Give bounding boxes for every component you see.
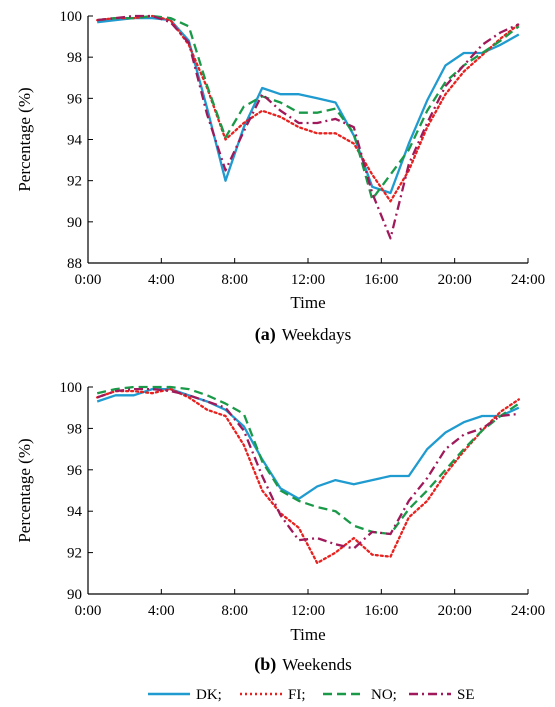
x-tick-label: 24:00 <box>511 603 545 619</box>
y-tick-label: 96 <box>67 91 83 107</box>
x-tick-label: 0:00 <box>75 603 102 619</box>
series-line-dk <box>96 387 520 500</box>
x-tick-label: 20:00 <box>438 603 472 619</box>
y-axis-label: Percentage (%) <box>15 87 34 191</box>
y-tick-label: 90 <box>67 215 82 231</box>
y-tick-label: 92 <box>67 174 82 190</box>
series-line-fi <box>96 387 520 565</box>
x-tick-label: 0:00 <box>75 272 102 288</box>
x-tick-label: 4:00 <box>148 272 175 288</box>
series-line-se <box>96 387 519 550</box>
series-line-fi <box>96 14 520 203</box>
legend-label-no: NO; <box>371 687 397 703</box>
chart-weekends: 90 92 94 96 98 100 0:00 4:00 8:00 12:00 16:00 20:00… <box>15 380 545 675</box>
x-axis-label: Time <box>290 293 325 312</box>
x-tick-label: 24:00 <box>511 272 545 288</box>
x-tick-label: 8:00 <box>221 272 248 288</box>
y-tick-label: 100 <box>60 380 83 396</box>
y-tick-label: 98 <box>67 50 82 66</box>
y-axis-label: Percentage (%) <box>15 438 34 542</box>
y-tick-label: 88 <box>67 256 82 272</box>
legend: DK; FI; NO; SE <box>148 687 475 703</box>
legend-label-fi: FI; <box>288 687 306 703</box>
x-tick-label: 16:00 <box>364 272 398 288</box>
x-tick-label: 8:00 <box>221 603 248 619</box>
series-line-dk <box>97 16 520 195</box>
chart-weekdays: 88 90 92 94 96 98 100 0:00 4:00 8:00 12:00 16:00 20:… <box>15 9 545 345</box>
series-line-se <box>97 14 520 240</box>
subfigure-caption: (a) Weekdays <box>255 324 351 345</box>
caption-letter: (b) <box>254 654 276 675</box>
x-tick-label: 12:00 <box>291 603 325 619</box>
x-axis-label: Time <box>290 625 325 644</box>
x-tick-label: 12:00 <box>291 272 325 288</box>
y-tick-label: 98 <box>67 421 82 437</box>
y-tick-label: 94 <box>67 133 83 149</box>
subfigure-caption: (b) Weekends <box>254 654 351 675</box>
y-tick-label: 94 <box>67 504 83 520</box>
x-tick-label: 20:00 <box>438 272 472 288</box>
y-tick-label: 96 <box>67 463 83 479</box>
caption-letter: (a) <box>255 324 276 345</box>
x-tick-label: 16:00 <box>364 603 398 619</box>
y-tick-label: 90 <box>67 587 82 603</box>
series-line-no <box>96 385 520 536</box>
legend-label-dk: DK; <box>196 687 222 703</box>
caption-text: Weekdays <box>282 325 351 344</box>
y-tick-label: 92 <box>67 546 82 562</box>
y-tick-label: 100 <box>60 9 83 25</box>
x-tick-label: 4:00 <box>148 603 175 619</box>
caption-text: Weekends <box>282 655 351 674</box>
series-line-no <box>97 14 520 201</box>
legend-label-se: SE <box>457 687 475 703</box>
